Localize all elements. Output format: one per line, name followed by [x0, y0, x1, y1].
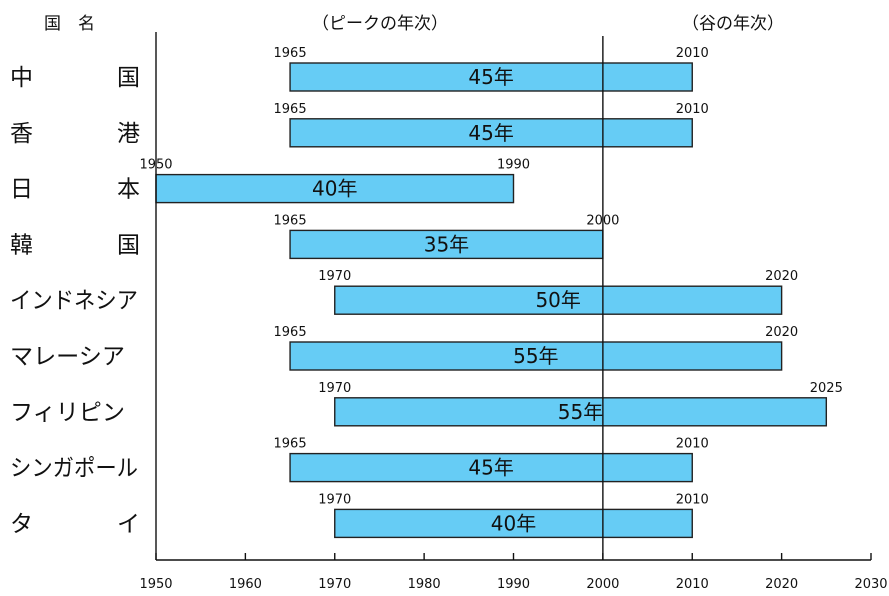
country-label: タイ: [10, 511, 140, 537]
bar-row: 中国 1965 2010 45年: [10, 46, 709, 92]
bar-row: インドネシア 1970 2020 50年: [10, 269, 798, 315]
end-year-label: 2010: [676, 492, 709, 507]
range-bar: [289, 341, 783, 371]
end-year-label: 2020: [765, 269, 798, 284]
duration-label: 55年: [558, 400, 603, 424]
duration-label: 40年: [491, 511, 536, 535]
duration-label: 45年: [468, 121, 513, 145]
x-tick-label: 1960: [229, 577, 262, 592]
end-year-label: 2025: [810, 381, 843, 396]
start-year-label: 1965: [274, 437, 307, 452]
range-bar: [334, 508, 693, 539]
x-tick-label: 2020: [765, 577, 798, 592]
start-year-label: 1965: [274, 46, 307, 61]
range-bar: [334, 285, 783, 315]
x-tick-label: 2000: [586, 577, 619, 592]
start-year-label: 1965: [274, 325, 307, 340]
country-label: マレーシア: [10, 344, 125, 370]
start-year-label: 1970: [318, 492, 351, 507]
bar-row: シンガポール 1965 2010 45年: [10, 437, 709, 483]
range-bar: [289, 452, 693, 483]
end-year-label: 2020: [765, 325, 798, 340]
country-label: インドネシア: [10, 288, 138, 314]
end-year-label: 2010: [676, 102, 709, 117]
duration-label: 50年: [535, 288, 580, 312]
x-tick-label: 2030: [854, 577, 887, 592]
country-label: 香港: [10, 121, 140, 147]
x-tick-label: 2010: [676, 577, 709, 592]
country-label: シンガポール: [10, 456, 138, 482]
start-year-label: 1965: [274, 213, 307, 228]
peak-year-header: （ピークの年次）: [312, 14, 448, 34]
bar-row: 香港 1965 2010 45年: [10, 102, 709, 148]
start-year-label: 1965: [274, 102, 307, 117]
duration-label: 45年: [468, 65, 513, 89]
duration-label: 55年: [513, 344, 558, 368]
bar-row: フィリピン 1970 2025 55年: [10, 381, 843, 427]
range-bar: [334, 397, 828, 427]
bar-row: タイ 1970 2010 40年: [10, 492, 709, 539]
x-tick-label: 1950: [139, 577, 172, 592]
country-column-header: 国 名: [44, 14, 95, 34]
end-year-label: 2010: [676, 437, 709, 452]
country-label: 韓国: [10, 232, 140, 258]
duration-label: 40年: [312, 177, 357, 201]
x-tick-label: 1990: [497, 577, 530, 592]
start-year-label: 1970: [318, 269, 351, 284]
trough-year-header: （谷の年次）: [682, 14, 784, 34]
duration-label: 35年: [424, 232, 469, 256]
end-year-label: 1990: [497, 158, 530, 173]
x-tick-label: 1970: [318, 577, 351, 592]
duration-label: 45年: [468, 456, 513, 480]
range-bar: [155, 173, 515, 204]
start-year-label: 1970: [318, 381, 351, 396]
country-label: 中国: [10, 65, 140, 91]
range-bar: [289, 62, 693, 92]
end-year-label: 2010: [676, 46, 709, 61]
x-tick-label: 1980: [408, 577, 441, 592]
country-label: フィリピン: [10, 400, 125, 426]
x-axis: 1950 1960 1970 1980 1990 2000 2010 2020 2030: [139, 32, 888, 592]
country-label: 日本: [10, 177, 140, 203]
bar-row: マレーシア 1965 2020 55年: [10, 325, 798, 371]
range-bar: [289, 118, 693, 148]
